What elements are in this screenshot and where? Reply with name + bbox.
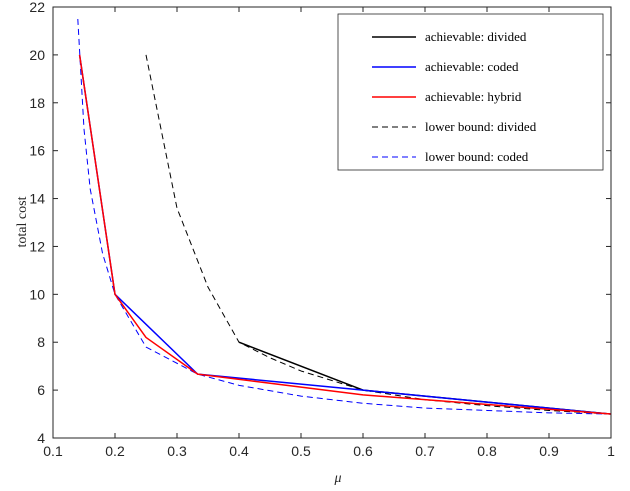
y-tick-label: 12 — [29, 238, 45, 254]
x-tick-label: 0.1 — [43, 443, 63, 459]
y-axis: 4 6 8 10 12 14 16 18 20 22 — [29, 0, 611, 446]
series-line-lower-bound-divided — [145, 54, 612, 415]
plot-frame — [52, 6, 612, 439]
x-tick-label: 1 — [607, 443, 615, 459]
y-tick-label: 20 — [29, 47, 45, 63]
legend-label: achievable: hybrid — [425, 89, 522, 104]
legend-label: lower bound: coded — [425, 149, 529, 164]
x-tick-label: 0.9 — [539, 443, 559, 459]
x-tick-label: 0.8 — [477, 443, 497, 459]
y-tick-label: 10 — [29, 286, 45, 302]
y-tick-label: 4 — [37, 430, 45, 446]
x-axis-label: μ — [333, 471, 341, 486]
legend-label: lower bound: divided — [425, 119, 537, 134]
y-tick-label: 18 — [29, 95, 45, 111]
y-tick-label: 14 — [29, 191, 45, 207]
y-tick-label: 6 — [37, 382, 45, 398]
y-tick-label: 16 — [29, 143, 45, 159]
legend-label: achievable: coded — [425, 59, 519, 74]
series-line-lower-bound-coded — [77, 18, 612, 415]
series-line-achievable-hybrid — [78, 54, 612, 415]
x-tick-label: 0.4 — [229, 443, 249, 459]
legend-box — [337, 13, 604, 171]
series-layer — [77, 18, 612, 415]
y-axis-label: total cost — [15, 196, 30, 247]
y-tick-label: 22 — [29, 0, 45, 15]
x-tick-label: 0.2 — [105, 443, 125, 459]
x-tick-label: 0.7 — [415, 443, 435, 459]
x-tick-label: 0.3 — [167, 443, 187, 459]
x-tick-label: 0.6 — [353, 443, 373, 459]
x-axis: 0.1 0.2 0.3 0.4 0.5 0.6 0.7 0.8 0.9 1 — [43, 7, 615, 459]
legend-label: achievable: divided — [425, 29, 527, 44]
legend: achievable: divided achievable: coded achi… — [337, 13, 604, 171]
y-tick-label: 8 — [37, 334, 45, 350]
x-tick-label: 0.5 — [291, 443, 311, 459]
